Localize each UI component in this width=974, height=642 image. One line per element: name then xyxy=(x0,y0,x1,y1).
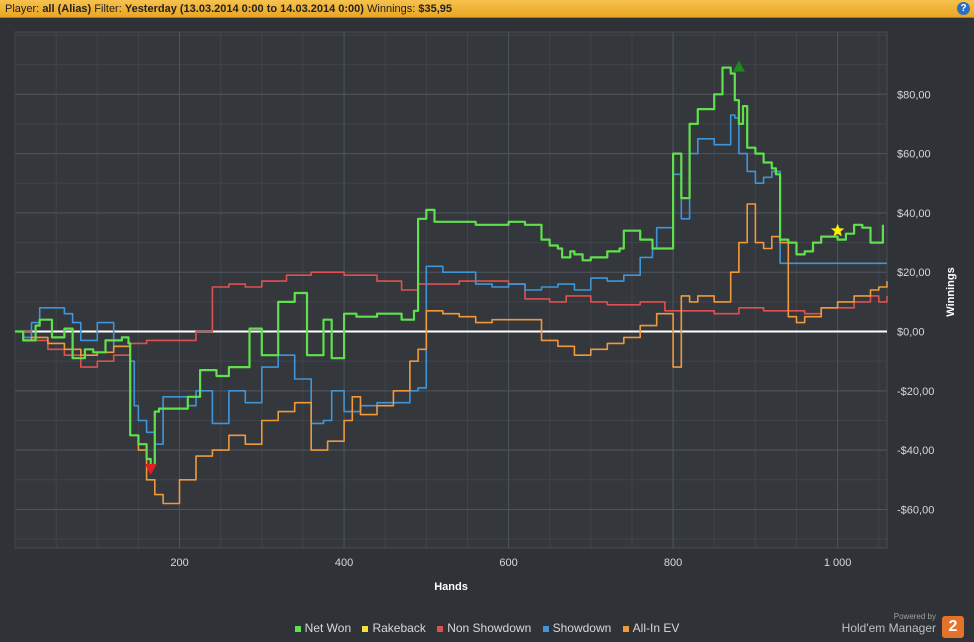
hem-logo-icon: 2 xyxy=(942,616,964,638)
help-icon[interactable]: ? xyxy=(957,2,970,15)
legend-label: Net Won xyxy=(304,621,352,635)
legend-swatch xyxy=(622,625,629,632)
y-axis-label: Winnings xyxy=(945,267,957,316)
winnings-graph: $80,00 $60,00 $40,00 $20,00 $0,00 -$20,00 -$40… xyxy=(14,31,957,593)
legend-swatch xyxy=(294,625,301,632)
filter-value: Yesterday (13.03.2014 0:00 to 14.03.2014… xyxy=(124,3,364,15)
legend-label: Showdown xyxy=(552,621,612,635)
series-line-all-in-ev xyxy=(15,203,888,505)
x-tick-label: 600 xyxy=(499,557,517,569)
powered-by-text: Powered by xyxy=(893,612,936,621)
chart-grid xyxy=(14,31,888,549)
legend-swatch xyxy=(437,625,444,632)
star-marker-icon xyxy=(831,223,845,237)
plot-area xyxy=(14,31,888,549)
filter-bar: Player: all (Alias) Filter: Yesterday (1… xyxy=(0,0,974,18)
legend-item-all-in-ev[interactable]: All-In EV xyxy=(622,621,680,635)
max-marker-icon xyxy=(732,60,745,72)
chart-axes: $80,00 $60,00 $40,00 $20,00 $0,00 -$20,00 -$40… xyxy=(15,89,934,569)
legend-label: Rakeback xyxy=(372,621,426,635)
y-tick-label: -$60,00 xyxy=(897,504,934,516)
filter-label: Filter: xyxy=(94,3,122,15)
winnings-value: $35,95 xyxy=(418,3,453,15)
legend-item-net-won[interactable]: Net Won xyxy=(294,621,352,635)
brand-name: Hold'em Manager xyxy=(841,621,936,635)
min-marker-icon xyxy=(144,463,157,475)
legend-item-non-showdown[interactable]: Non Showdown xyxy=(437,621,531,635)
y-tick-label: $80,00 xyxy=(897,89,931,101)
y-tick-label: $60,00 xyxy=(897,149,931,161)
chart-legend: Net Won Rakeback Non Showdown Showdown A… xyxy=(0,621,974,635)
x-tick-label: 1 000 xyxy=(824,557,852,569)
y-tick-label: -$20,00 xyxy=(897,386,934,398)
legend-item-showdown[interactable]: Showdown xyxy=(542,621,612,635)
player-value: all (Alias) xyxy=(42,3,92,15)
legend-swatch xyxy=(542,625,549,632)
branding: Powered by Hold'em Manager 2 xyxy=(841,612,964,638)
chart-markers xyxy=(144,60,845,475)
series-line-net-won xyxy=(15,66,884,467)
x-tick-label: 400 xyxy=(335,557,353,569)
y-tick-label: -$40,00 xyxy=(897,445,934,457)
legend-label: All-In EV xyxy=(632,621,680,635)
legend-item-rakeback[interactable]: Rakeback xyxy=(362,621,426,635)
x-tick-label: 200 xyxy=(170,557,188,569)
y-tick-label: $0,00 xyxy=(897,327,925,339)
y-tick-label: $40,00 xyxy=(897,208,931,220)
legend-label: Non Showdown xyxy=(447,621,532,635)
series-line-showdown xyxy=(15,114,887,445)
y-tick-label: $20,00 xyxy=(897,267,931,279)
x-tick-label: 800 xyxy=(664,557,682,569)
player-label: Player: xyxy=(5,3,40,15)
legend-swatch xyxy=(362,625,369,632)
x-axis-label: Hands xyxy=(434,581,468,593)
chart-series xyxy=(15,66,888,505)
winnings-label: Winnings: xyxy=(367,3,416,15)
